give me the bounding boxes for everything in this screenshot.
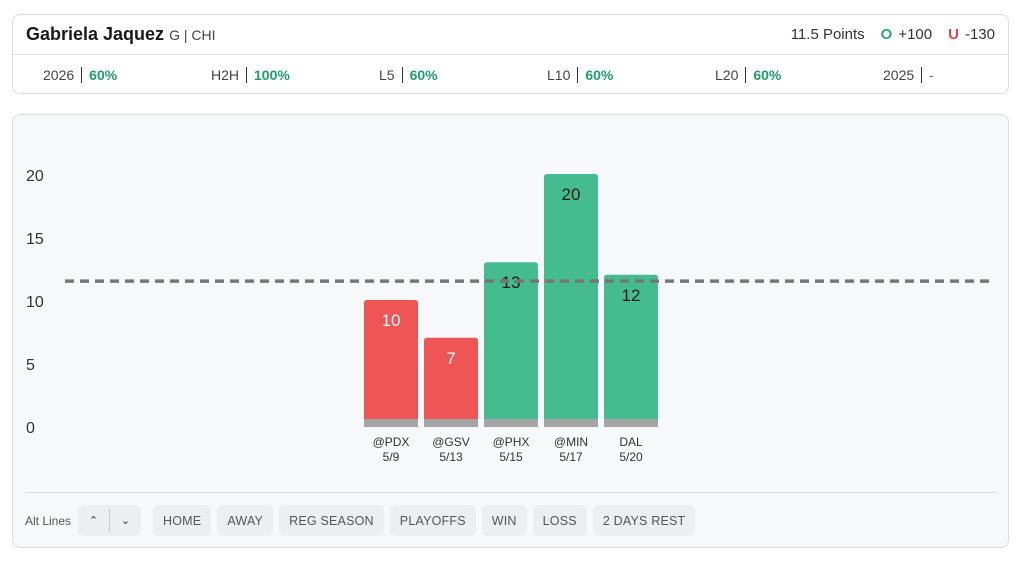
y-tick-label: 15 — [26, 231, 44, 248]
filter-bar: Alt Lines ⌃ ⌄ HOME AWAY REG SEASON PLAYO… — [25, 505, 701, 536]
stat-value: 60% — [753, 66, 782, 83]
stat-2026[interactable]: 2026 60% — [43, 66, 211, 83]
x-tick-date: 5/9 — [383, 450, 400, 464]
under-odds[interactable]: -130 — [964, 26, 995, 43]
player-position-team: G | CHI — [169, 27, 216, 43]
filter-reg-season[interactable]: REG SEASON — [279, 505, 384, 536]
filter-loss[interactable]: LOSS — [532, 505, 587, 536]
bar-base — [424, 419, 478, 427]
y-tick-label: 0 — [26, 420, 35, 437]
bar-value-label: 13 — [502, 273, 521, 292]
y-tick-label: 10 — [26, 294, 44, 311]
filter-2-days-rest[interactable]: 2 DAYS REST — [592, 505, 696, 536]
filter-home[interactable]: HOME — [153, 505, 212, 536]
prop-line-label: 11.5 Points — [790, 26, 865, 43]
stat-value: 60% — [409, 66, 438, 83]
under-icon: U — [948, 26, 959, 43]
player-header-card: Gabriela Jaquez G | CHI 11.5 Points O +1… — [12, 14, 1009, 94]
game-log-chart-card: 0 5 10 15 20 10 @PDX 5/9 7 @GSV 5/13 13 @PHX 5/15 20 @M… — [12, 114, 1009, 548]
stat-l5[interactable]: L5 60% — [379, 66, 547, 83]
player-name: Gabriela Jaquez — [26, 24, 165, 44]
player-info: Gabriela Jaquez G | CHI — [26, 24, 215, 45]
prop-line-info: 11.5 Points O +100 U -130 — [791, 26, 995, 43]
alt-lines-label: Alt Lines — [25, 513, 72, 528]
stat-2025[interactable]: 2025 - — [883, 66, 973, 83]
bar-value-label: 10 — [382, 311, 401, 330]
y-tick-label: 5 — [26, 357, 35, 374]
x-tick-date: 5/15 — [499, 450, 523, 464]
x-tick-opponent: @GSV — [432, 435, 470, 449]
stat-l10[interactable]: L10 60% — [547, 66, 715, 83]
bar[interactable] — [364, 300, 418, 427]
header-top-row: Gabriela Jaquez G | CHI 11.5 Points O +1… — [13, 15, 1008, 55]
bar-base — [544, 419, 598, 427]
filter-playoffs[interactable]: PLAYOFFS — [389, 505, 476, 536]
bar-value-label: 20 — [562, 185, 581, 204]
stat-label: L5 — [379, 66, 403, 83]
divider — [25, 492, 997, 493]
bar[interactable] — [424, 337, 478, 427]
x-tick-date: 5/13 — [439, 450, 463, 464]
bar-base — [484, 419, 538, 427]
x-tick-opponent: DAL — [619, 435, 643, 449]
x-tick-date: 5/17 — [559, 450, 583, 464]
chevron-down-icon[interactable]: ⌄ — [120, 515, 131, 527]
stepper-divider — [109, 509, 111, 532]
x-tick-opponent: @MIN — [554, 435, 588, 449]
stat-value: 60% — [89, 66, 118, 83]
bar-value-label: 7 — [446, 349, 455, 368]
alt-lines-stepper: ⌃ ⌄ — [78, 505, 142, 536]
stat-h2h[interactable]: H2H 100% — [211, 66, 379, 83]
stat-value: 60% — [585, 66, 614, 83]
stat-l20[interactable]: L20 60% — [715, 66, 883, 83]
y-tick-label: 20 — [26, 168, 44, 185]
stat-label: L10 — [547, 66, 579, 83]
filter-away[interactable]: AWAY — [217, 505, 274, 536]
bar[interactable] — [544, 174, 598, 427]
bar-base — [364, 419, 418, 427]
over-icon: O — [880, 26, 893, 43]
stat-value: 100% — [254, 66, 290, 83]
x-tick-date: 5/20 — [619, 450, 643, 464]
chevron-up-icon[interactable]: ⌃ — [88, 515, 99, 527]
bar[interactable] — [484, 262, 538, 427]
stat-label: H2H — [211, 66, 248, 83]
stat-label: L20 — [715, 66, 747, 83]
hit-rate-stats: 2026 60% H2H 100% L5 60% L10 60% L20 60%… — [13, 55, 1008, 94]
filter-win[interactable]: WIN — [481, 505, 527, 536]
x-tick-opponent: @PDX — [373, 435, 410, 449]
bar-value-label: 12 — [622, 286, 641, 305]
stat-label: 2026 — [43, 66, 83, 83]
x-tick-opponent: @PHX — [493, 435, 530, 449]
bar-base — [604, 419, 658, 427]
over-odds[interactable]: +100 — [898, 26, 933, 43]
stat-label: 2025 — [883, 66, 923, 83]
bar[interactable] — [604, 274, 658, 427]
stat-value: - — [929, 66, 934, 83]
